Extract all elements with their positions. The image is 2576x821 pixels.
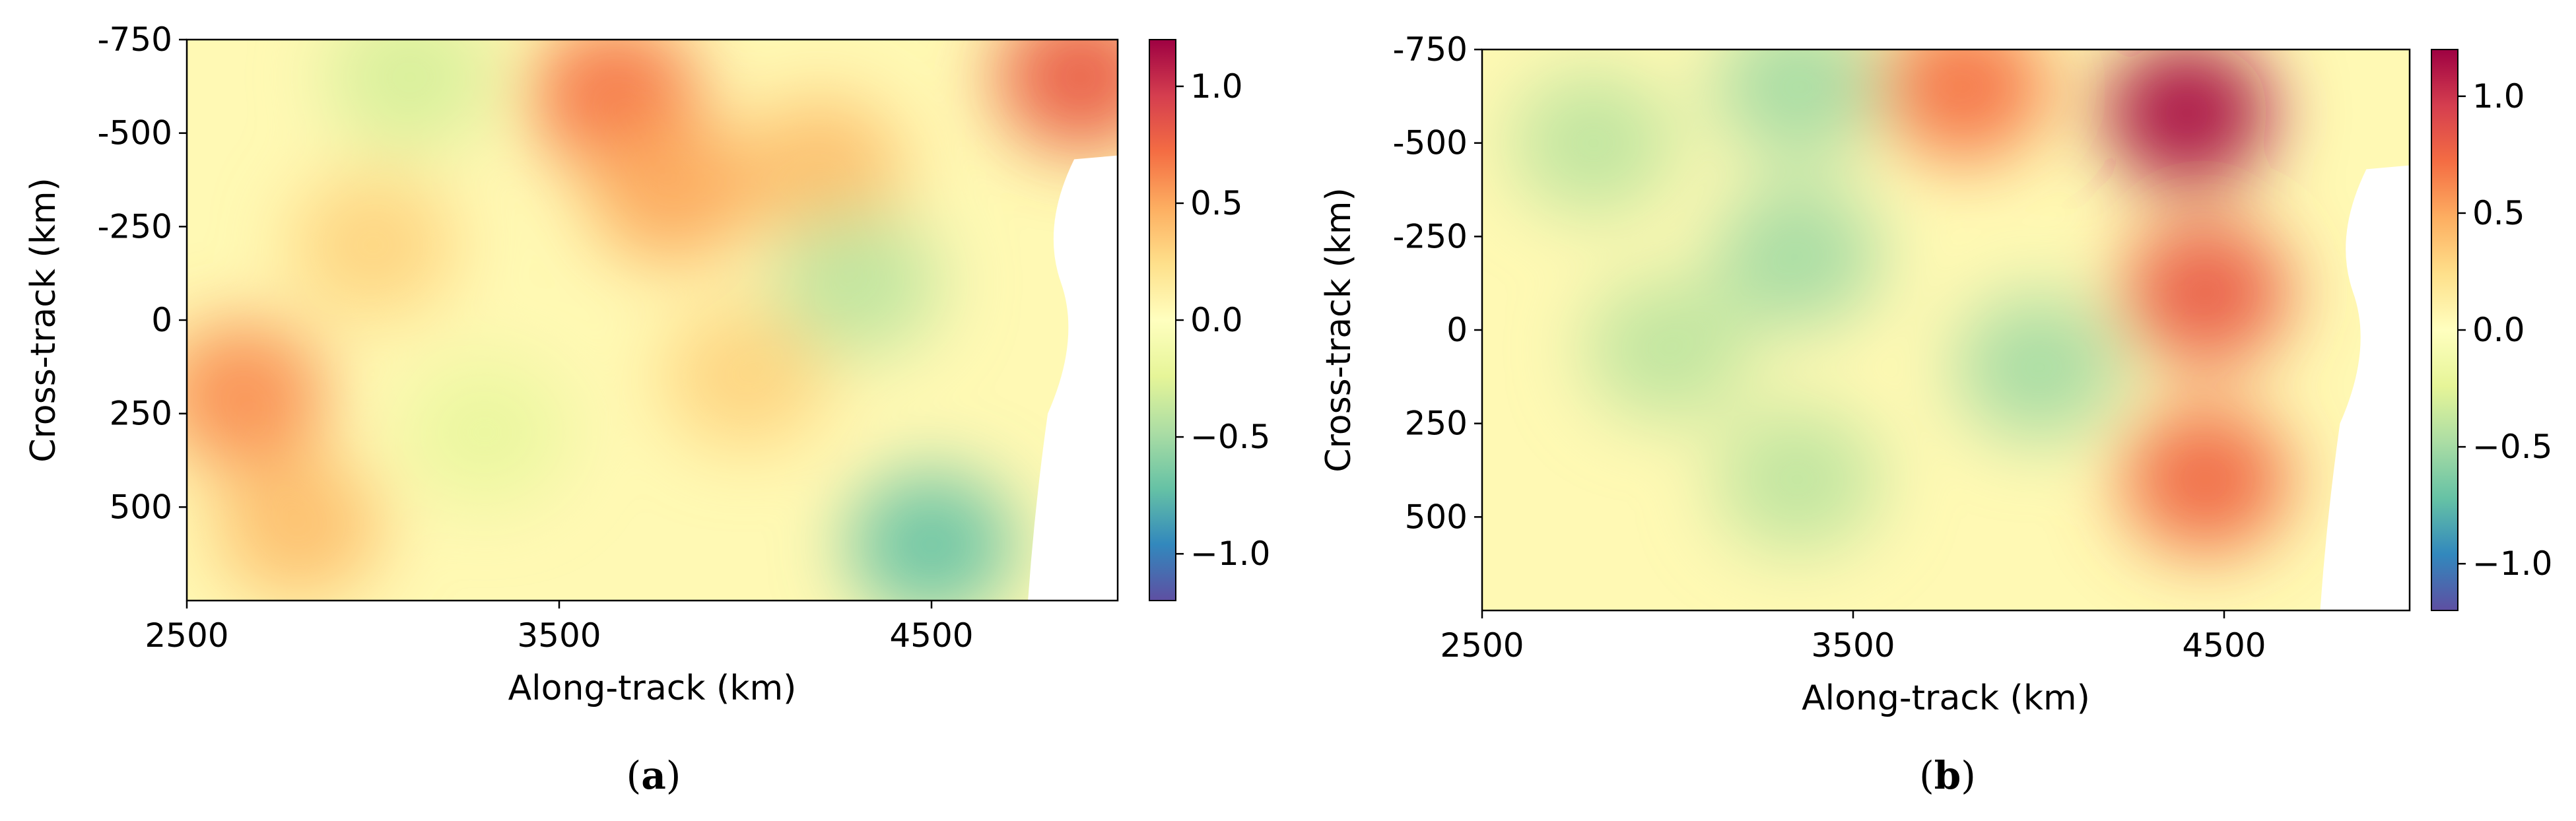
heatmap-feature-7 bbox=[1714, 407, 1881, 553]
colorbar-tick-label: −0.5 bbox=[1190, 418, 1270, 456]
heatmap-feature-1 bbox=[2122, 219, 2289, 366]
y-tick-label: -250 bbox=[98, 207, 172, 246]
y-axis-label: Cross-track (km) bbox=[1319, 187, 1359, 473]
heatmap-feature-9 bbox=[401, 359, 569, 506]
y-tick-label: -500 bbox=[98, 114, 172, 152]
y-axis-label: Cross-track (km) bbox=[24, 178, 63, 463]
heatmap-feature-2 bbox=[2122, 407, 2289, 553]
x-tick-label: 2500 bbox=[1440, 626, 1524, 665]
heatmap-feature-2 bbox=[735, 97, 904, 244]
colorbar-tick-label: 0.5 bbox=[2472, 194, 2525, 232]
heatmap-feature-7 bbox=[848, 471, 1015, 601]
x-tick-label: 2500 bbox=[145, 616, 228, 655]
colorbar-tick-label: −0.5 bbox=[2472, 428, 2552, 466]
panel-a: 2500 3500 4500 -750 -500 -250 0 250 500 Along-tra… bbox=[24, 20, 1270, 798]
heatmap-feature-4 bbox=[289, 172, 457, 319]
heatmap-feature-5 bbox=[661, 303, 829, 449]
heatmap-feature-3 bbox=[1881, 49, 2049, 160]
heatmap-feature-6 bbox=[1584, 275, 1751, 422]
y-tick-label: 0 bbox=[1446, 311, 1468, 349]
colorbar-tick-label: 0.5 bbox=[1190, 184, 1243, 222]
panel-b: 2500 3500 4500 -750 -500 -250 0 250 500 Along-tra… bbox=[1319, 30, 2552, 798]
y-tick-label: -500 bbox=[1393, 124, 1468, 162]
heatmap-feature-10 bbox=[996, 40, 1118, 150]
heatmap-feature-3 bbox=[187, 321, 327, 468]
y-tick-label: 0 bbox=[151, 301, 172, 339]
x-axis-label: Along-track (km) bbox=[508, 669, 797, 708]
heatmap-field bbox=[1482, 49, 2410, 610]
heatmap-feature-5 bbox=[1714, 182, 1881, 329]
x-tick-label: 4500 bbox=[889, 616, 973, 655]
y-tick-label: 500 bbox=[110, 488, 172, 526]
heatmap-feature-8 bbox=[326, 40, 494, 150]
heatmap-feature-4 bbox=[1510, 70, 1678, 216]
heatmap-feature-0 bbox=[2103, 49, 2271, 186]
colorbar-tick-label: 1.0 bbox=[2472, 77, 2525, 115]
x-tick-label: 3500 bbox=[1811, 626, 1895, 665]
heatmap-field bbox=[187, 40, 1118, 601]
colorbar-tick-label: −1.0 bbox=[2472, 544, 2552, 583]
colorbar bbox=[1149, 39, 1176, 601]
x-tick-label: 4500 bbox=[2182, 626, 2266, 665]
colorbar-tick-label: 0.0 bbox=[2472, 311, 2525, 349]
colorbar bbox=[2431, 49, 2458, 611]
y-tick-label: 250 bbox=[110, 395, 172, 433]
x-tick-label: 3500 bbox=[517, 616, 601, 655]
land-mask bbox=[1028, 155, 1118, 601]
y-tick-label: 250 bbox=[1405, 405, 1468, 443]
colorbar-tick-label: 1.0 bbox=[1190, 67, 1243, 106]
x-axis-label: Along-track (km) bbox=[1802, 678, 2090, 718]
panel-caption: (a) bbox=[627, 753, 681, 798]
heatmap-feature-11 bbox=[215, 453, 383, 599]
colorbar-tick-label: −1.0 bbox=[1190, 535, 1270, 573]
heatmap-feature-8 bbox=[1955, 294, 2122, 441]
colorbar-tick-label: 0.0 bbox=[1190, 301, 1243, 339]
y-tick-label: -750 bbox=[98, 20, 172, 59]
y-tick-label: -250 bbox=[1393, 217, 1468, 255]
y-tick-label: -750 bbox=[1393, 30, 1468, 69]
y-tick-label: 500 bbox=[1405, 498, 1468, 536]
heatmap-feature-1 bbox=[587, 116, 755, 263]
land-mask bbox=[2320, 165, 2410, 610]
heatmap-feature-6 bbox=[773, 209, 941, 356]
panel-caption: (b) bbox=[1919, 753, 1976, 798]
heatmap-feature-9 bbox=[1714, 49, 1881, 160]
